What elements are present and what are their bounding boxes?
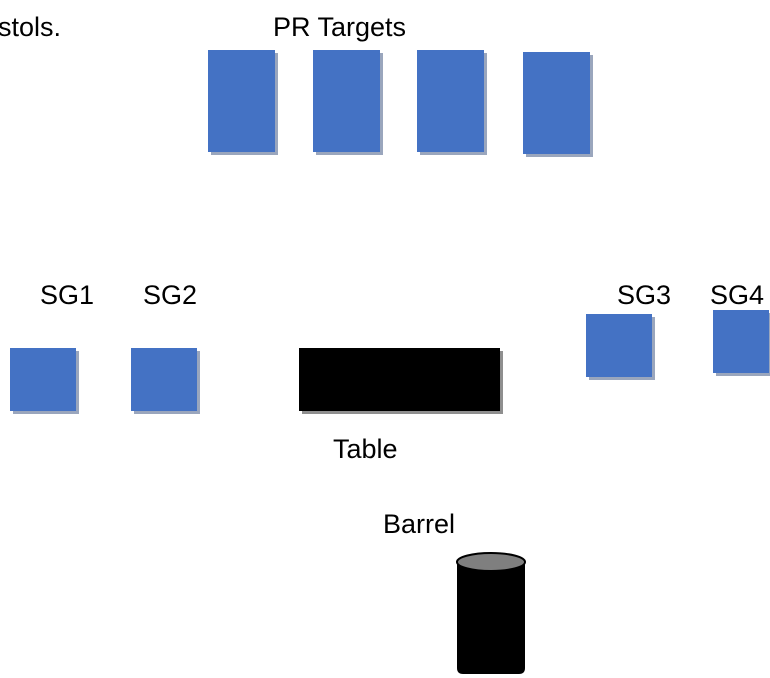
sg1-target xyxy=(10,348,76,411)
table-shape xyxy=(299,348,500,411)
sg4-target xyxy=(713,310,769,373)
partial-instruction-text: stols. xyxy=(0,12,62,42)
pr-target-4 xyxy=(523,52,590,154)
pr-target-2 xyxy=(313,50,380,152)
barrel-icon xyxy=(456,552,526,674)
sg4-label: SG4 xyxy=(710,280,765,310)
table-label: Table xyxy=(333,434,398,464)
pr-target-3 xyxy=(417,50,484,152)
sg1-label: SG1 xyxy=(40,280,95,310)
sg3-target xyxy=(586,314,652,377)
barrel-label: Barrel xyxy=(383,509,456,539)
sg3-label: SG3 xyxy=(617,280,672,310)
sg2-label: SG2 xyxy=(143,280,198,310)
sg2-target xyxy=(131,348,197,411)
pr-targets-label: PR Targets xyxy=(273,12,407,42)
barrel-top xyxy=(456,552,526,572)
pr-target-1 xyxy=(208,50,275,152)
barrel-body xyxy=(457,562,525,674)
